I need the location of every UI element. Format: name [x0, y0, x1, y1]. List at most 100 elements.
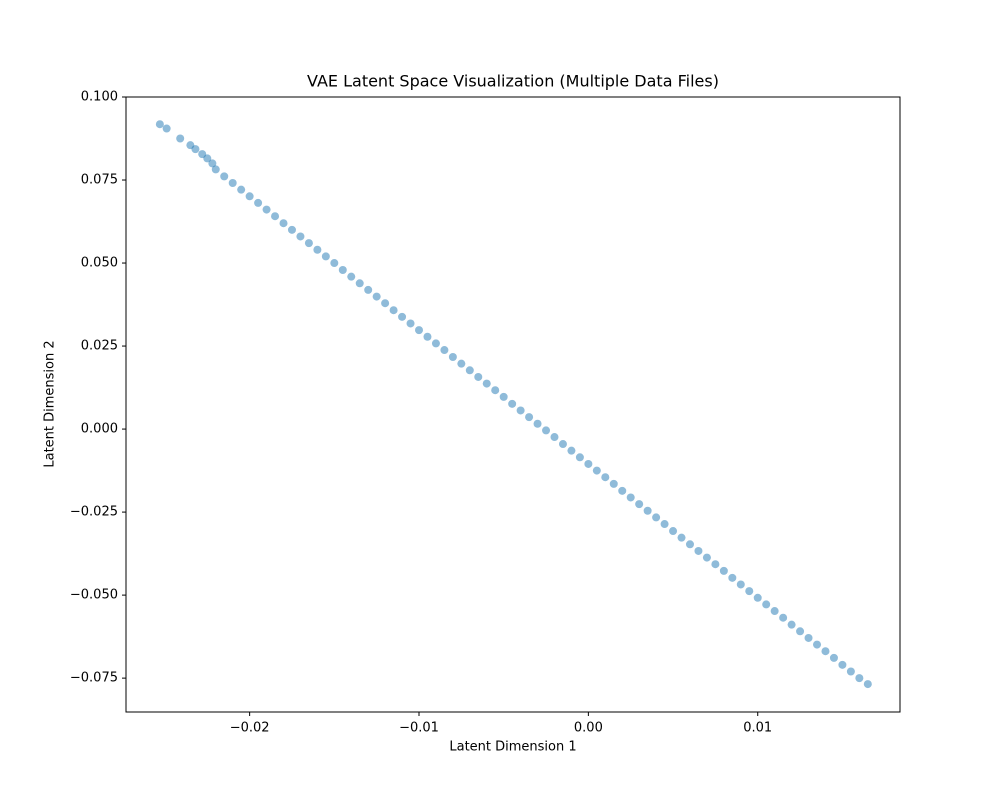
point — [313, 245, 322, 254]
point — [745, 587, 754, 596]
point — [423, 332, 432, 341]
point — [626, 493, 635, 502]
point — [474, 372, 483, 381]
point — [550, 433, 559, 442]
point — [736, 580, 745, 589]
point — [685, 540, 694, 549]
y-tick-label: 0.025 — [81, 339, 118, 354]
point — [237, 185, 246, 194]
point — [211, 165, 220, 174]
point — [208, 159, 217, 168]
point — [601, 473, 610, 482]
point — [652, 513, 661, 522]
point — [635, 500, 644, 509]
plot-frame — [125, 96, 901, 713]
y-tick-label: 0.000 — [81, 422, 118, 437]
point — [381, 299, 390, 308]
point — [618, 486, 627, 495]
y-tick-label: 0.075 — [81, 173, 118, 188]
point — [677, 533, 686, 542]
point — [448, 353, 457, 362]
point — [406, 319, 415, 328]
point — [431, 339, 440, 348]
point — [660, 520, 669, 529]
y-tick-label: 0.100 — [81, 90, 118, 105]
point — [643, 506, 652, 515]
point — [254, 198, 263, 207]
point — [813, 640, 822, 649]
point — [191, 145, 200, 154]
point — [347, 272, 356, 281]
point — [296, 232, 305, 241]
point — [355, 279, 364, 288]
point — [592, 466, 601, 475]
x-axis-label: Latent Dimension 1 — [449, 740, 576, 755]
y-tick-label: −0.075 — [70, 671, 118, 686]
x-tick-label: 0.00 — [574, 721, 603, 736]
point — [762, 600, 771, 609]
point — [176, 134, 185, 143]
point — [398, 312, 407, 321]
point — [457, 359, 466, 368]
point — [330, 259, 339, 268]
point — [694, 546, 703, 555]
point — [465, 366, 474, 375]
x-tick-label: −0.02 — [230, 721, 270, 736]
point — [567, 446, 576, 455]
point — [203, 154, 212, 163]
point — [575, 453, 584, 462]
point — [669, 527, 678, 536]
x-tick-label: 0.01 — [743, 721, 772, 736]
point — [162, 124, 171, 133]
point — [753, 593, 762, 602]
point — [321, 252, 330, 261]
point — [245, 192, 254, 201]
point — [770, 607, 779, 616]
y-tick-label: 0.050 — [81, 256, 118, 271]
point — [155, 120, 164, 129]
point — [389, 306, 398, 315]
point — [516, 406, 525, 415]
point — [228, 179, 237, 188]
point — [482, 379, 491, 388]
point — [508, 399, 517, 408]
point — [719, 566, 728, 575]
point — [821, 647, 830, 656]
point — [829, 653, 838, 662]
y-axis-label: Latent Dimension 2 — [43, 340, 58, 467]
point — [491, 386, 500, 395]
point — [855, 674, 864, 683]
point — [542, 426, 551, 435]
point — [220, 172, 229, 181]
point — [262, 205, 271, 214]
point — [796, 627, 805, 636]
point — [609, 479, 618, 488]
point — [863, 680, 872, 689]
point — [846, 667, 855, 676]
point — [415, 326, 424, 335]
point — [787, 620, 796, 629]
point — [525, 413, 534, 422]
y-tick-label: −0.025 — [70, 505, 118, 520]
x-tick-label: −0.01 — [399, 721, 439, 736]
point — [440, 346, 449, 355]
point — [584, 459, 593, 468]
point — [838, 660, 847, 669]
point — [779, 613, 788, 622]
point — [304, 239, 313, 248]
point — [558, 440, 567, 449]
point — [702, 553, 711, 562]
point — [711, 560, 720, 569]
chart-title: VAE Latent Space Visualization (Multiple… — [307, 72, 719, 91]
y-tick-label: −0.050 — [70, 588, 118, 603]
point — [728, 573, 737, 582]
point — [279, 219, 288, 228]
point — [499, 392, 508, 401]
point — [364, 285, 373, 294]
point — [372, 292, 381, 301]
point — [271, 212, 280, 221]
point — [338, 266, 347, 275]
point — [804, 633, 813, 642]
